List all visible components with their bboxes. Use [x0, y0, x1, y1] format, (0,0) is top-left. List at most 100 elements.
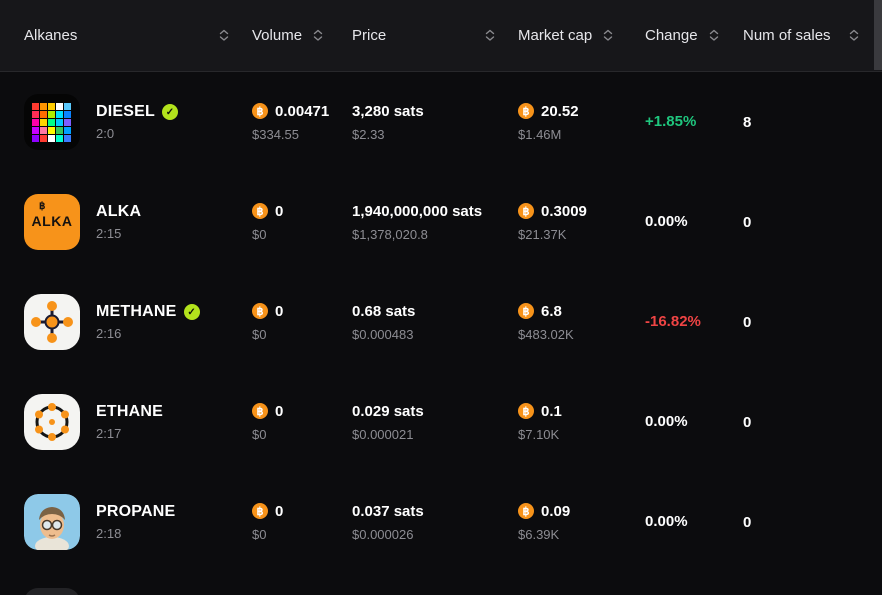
mcap-btc: 6.8: [541, 302, 562, 320]
vertical-scrollbar[interactable]: [874, 0, 882, 70]
price-usd: $0.000483: [352, 326, 414, 342]
price-sats: 1,940,000,000 sats: [352, 202, 483, 220]
sort-icon[interactable]: [708, 29, 720, 42]
column-header-market-cap[interactable]: Market cap: [518, 27, 645, 44]
table-row[interactable]: METHANE ✓ 2:16 ฿ 0 $0 0.68 sats $0.000483…: [0, 272, 882, 372]
volume-btc: 0: [275, 202, 284, 220]
price-sats: 0.029 sats: [352, 402, 424, 420]
table-row[interactable]: ETHANE ✓ 2:17 ฿0 $0 0.029 sats $0.000021…: [0, 372, 882, 472]
price-usd: $2.33: [352, 126, 385, 142]
ethane-token-icon: [24, 394, 80, 450]
token-name: ALKA: [96, 203, 142, 220]
volume-btc: 0: [275, 302, 284, 320]
volume-usd: $0: [252, 426, 267, 442]
volume-usd: $0: [252, 326, 267, 342]
column-header-change[interactable]: Change: [645, 27, 743, 44]
column-label: Volume: [252, 27, 303, 44]
token-id: 2:17: [96, 426, 122, 441]
bitcoin-icon: ฿: [518, 203, 534, 219]
token-id: 2:18: [96, 526, 122, 541]
num-of-sales: 0: [743, 413, 752, 431]
table-row[interactable]: ฿ ALKA ALKA ✓ 2:15 ฿0 $0 1,940,000,000 s…: [0, 172, 882, 272]
bitcoin-icon: ฿: [252, 503, 268, 519]
mcap-usd: $21.37K: [518, 226, 567, 242]
column-header-price[interactable]: Price: [352, 27, 518, 44]
mcap-btc: 0.1: [541, 402, 562, 420]
sort-icon[interactable]: [218, 29, 230, 42]
bitcoin-icon: ฿: [252, 203, 268, 219]
volume-usd: $0: [252, 526, 267, 542]
propane-token-icon: [24, 494, 80, 550]
price-sats: 3,280 sats: [352, 102, 424, 120]
volume-usd: $0: [252, 226, 267, 242]
sort-icon[interactable]: [602, 29, 614, 42]
price-cell: 0.037 sats $0.000026: [352, 503, 518, 542]
bitcoin-icon: ฿: [252, 303, 268, 319]
change-value: 0.00%: [645, 413, 688, 430]
mcap-usd: $483.02K: [518, 326, 574, 342]
price-cell: 3,280 sats $2.33: [352, 103, 518, 142]
price-usd: $0.000026: [352, 526, 414, 542]
market-cap-cell: ฿ 0.09 $6.39K: [518, 503, 645, 542]
market-cap-cell: ฿ 20.52 $1.46M: [518, 103, 645, 142]
table-row[interactable]: PROPANE ✓ 2:18 ฿0 $0 0.037 sats $0.00002…: [0, 472, 882, 572]
verified-badge-icon: ✓: [183, 304, 200, 320]
change-cell: +1.85%: [645, 113, 743, 131]
token-name: PROPANE: [96, 503, 176, 520]
mcap-btc: 0.3009: [541, 202, 587, 220]
price-sats: 0.037 sats: [352, 502, 424, 520]
volume-usd: $334.55: [252, 126, 299, 142]
sort-icon[interactable]: [848, 29, 860, 42]
sort-icon[interactable]: [312, 29, 324, 42]
alka-token-icon: ฿ ALKA: [24, 194, 80, 250]
methane-token-icon: [24, 294, 80, 350]
volume-btc: 0: [275, 402, 284, 420]
num-of-sales: 0: [743, 213, 752, 231]
bitcoin-icon: ฿: [252, 403, 268, 419]
bitcoin-symbol: ฿: [39, 201, 46, 212]
change-cell: 0.00%: [645, 513, 743, 531]
token-name: ETHANE: [96, 403, 163, 420]
token-id: 2:0: [96, 126, 115, 141]
token-id: 2:15: [96, 226, 122, 241]
price-cell: 0.029 sats $0.000021: [352, 403, 518, 442]
alka-icon-text: ALKA: [31, 213, 73, 229]
column-header-alkanes[interactable]: Alkanes: [24, 27, 252, 44]
column-header-num-of-sales[interactable]: Num of sales: [743, 27, 882, 44]
mcap-btc: 20.52: [541, 102, 579, 120]
market-cap-cell: ฿ 0.3009 $21.37K: [518, 203, 645, 242]
volume-cell: ฿ 0 $0: [252, 503, 352, 542]
mcap-usd: $1.46M: [518, 126, 562, 142]
sort-icon[interactable]: [484, 29, 496, 42]
volume-btc: 0: [275, 502, 284, 520]
bitcoin-icon: ฿: [518, 303, 534, 319]
change-cell: 0.00%: [645, 213, 743, 231]
column-label: Market cap: [518, 27, 593, 44]
token-name: METHANE: [96, 303, 177, 320]
volume-cell: ฿ 0 $0: [252, 403, 352, 442]
column-label: Price: [352, 27, 387, 44]
table-header: Alkanes Volume Price Market cap Change N…: [0, 0, 882, 72]
volume-btc: 0.00471: [275, 102, 330, 120]
column-label: Change: [645, 27, 698, 44]
bitcoin-icon: ฿: [518, 503, 534, 519]
bitcoin-icon: ฿: [518, 103, 534, 119]
mcap-btc: 0.09: [541, 502, 571, 520]
bitcoin-icon: ฿: [518, 403, 534, 419]
bitcoin-icon: ฿: [252, 103, 268, 119]
column-label: Alkanes: [24, 27, 78, 44]
volume-cell: ฿ 0 $0: [252, 303, 352, 342]
price-cell: 1,940,000,000 sats $1,378,020.8: [352, 203, 518, 242]
change-cell: 0.00%: [645, 413, 743, 431]
change-value: 0.00%: [645, 513, 688, 530]
column-header-volume[interactable]: Volume: [252, 27, 352, 44]
price-usd: $0.000021: [352, 426, 414, 442]
diesel-token-icon: [24, 94, 80, 150]
table-row[interactable]: DIESEL ✓ 2:0 ฿ 0.00471 $334.55 3,280 sats…: [0, 72, 882, 172]
change-value: 0.00%: [645, 213, 688, 230]
change-cell: -16.82%: [645, 313, 743, 331]
price-usd: $1,378,020.8: [352, 226, 428, 242]
token-id: 2:16: [96, 326, 122, 341]
token-name: DIESEL: [96, 103, 155, 120]
price-cell: 0.68 sats $0.000483: [352, 303, 518, 342]
